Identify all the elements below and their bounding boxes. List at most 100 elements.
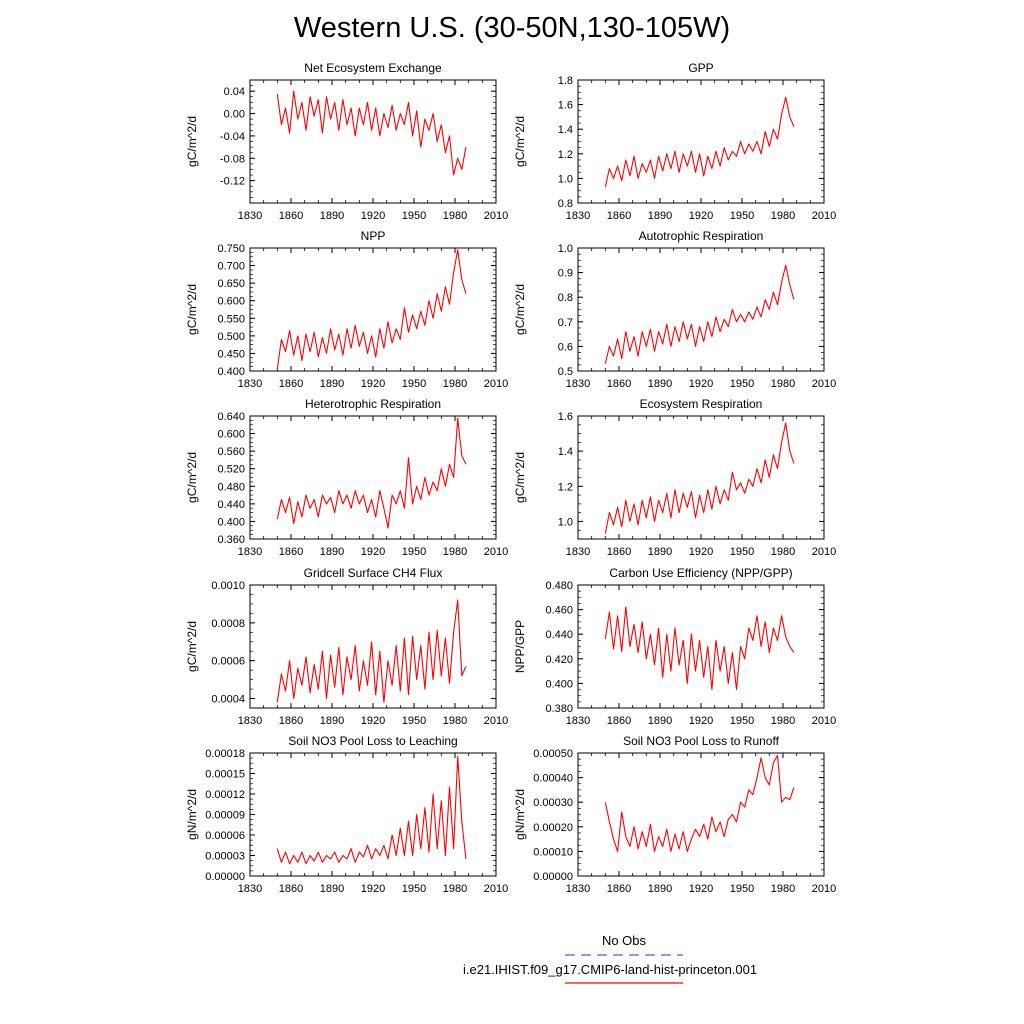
chart-title: Autotrophic Respiration bbox=[639, 229, 764, 243]
y-tick-label: 0.400 bbox=[217, 366, 245, 378]
x-tick-label: 1980 bbox=[771, 210, 795, 222]
y-tick-label: 0.420 bbox=[545, 654, 573, 666]
x-tick-label: 1950 bbox=[730, 883, 754, 895]
chart-panel-1: Net Ecosystem Exchange gC/m^2/d 1830 1860 18… bbox=[185, 61, 508, 222]
y-tick-label: 0.5 bbox=[558, 366, 573, 378]
x-tick-label: 1980 bbox=[443, 883, 467, 895]
chart-panel-4: Autotrophic Respiration gC/m^2/d 1830 1860 1… bbox=[513, 229, 836, 390]
x-tick-label: 1950 bbox=[402, 378, 426, 390]
x-tick-label: 1860 bbox=[279, 715, 303, 727]
y-tick-label: 0.520 bbox=[217, 464, 245, 476]
x-tick-label: 1890 bbox=[320, 210, 344, 222]
y-axis-label: gC/m^2/d bbox=[185, 284, 199, 335]
y-tick-label: 1.0 bbox=[558, 173, 573, 185]
x-tick-label: 2010 bbox=[484, 883, 508, 895]
x-tick-label: 1890 bbox=[320, 546, 344, 558]
x-tick-label: 2010 bbox=[484, 210, 508, 222]
x-tick-label: 2010 bbox=[484, 546, 508, 558]
x-tick-label: 1980 bbox=[443, 210, 467, 222]
y-tick-label: 0.00010 bbox=[533, 846, 573, 858]
x-tick-label: 2010 bbox=[812, 546, 836, 558]
chart-panel-3: NPP gC/m^2/d 1830 1860 1890 1920 1950 1980 2010 0… bbox=[185, 229, 508, 390]
x-tick-label: 1890 bbox=[320, 715, 344, 727]
series-line bbox=[604, 606, 795, 691]
series-line bbox=[604, 264, 795, 364]
x-tick-label: 1860 bbox=[607, 210, 631, 222]
plot-frame bbox=[577, 584, 825, 709]
series-line bbox=[604, 96, 795, 188]
y-axis-label: gC/m^2/d bbox=[185, 621, 199, 672]
x-tick-label: 1860 bbox=[607, 378, 631, 390]
chart-panel-9: Soil NO3 Pool Loss to Leaching gN/m^2/d 18… bbox=[185, 734, 508, 895]
x-tick-label: 1920 bbox=[361, 883, 385, 895]
x-tick-label: 1830 bbox=[238, 715, 262, 727]
y-tick-label: 0.360 bbox=[217, 534, 245, 546]
y-tick-label: 1.2 bbox=[558, 149, 573, 161]
chart-panel-7: Gridcell Surface CH4 Flux gC/m^2/d 1830 186… bbox=[185, 566, 508, 727]
x-tick-label: 1950 bbox=[730, 378, 754, 390]
x-tick-label: 2010 bbox=[812, 378, 836, 390]
x-tick-label: 1860 bbox=[279, 546, 303, 558]
chart-title: Ecosystem Respiration bbox=[640, 397, 763, 411]
x-tick-label: 1920 bbox=[689, 546, 713, 558]
series-line bbox=[276, 599, 467, 703]
y-tick-label: 0.9 bbox=[558, 268, 573, 280]
chart-title: GPP bbox=[688, 61, 713, 75]
y-tick-label: 0.600 bbox=[217, 429, 245, 441]
x-tick-label: 1830 bbox=[566, 210, 590, 222]
y-axis-label: gC/m^2/d bbox=[513, 116, 527, 167]
y-tick-label: 0.440 bbox=[545, 629, 573, 641]
y-tick-label: 0.0006 bbox=[211, 656, 245, 668]
x-tick-label: 1950 bbox=[730, 546, 754, 558]
x-tick-label: 1860 bbox=[607, 883, 631, 895]
chart-title: NPP bbox=[361, 229, 386, 243]
y-tick-label: 0.00030 bbox=[533, 797, 573, 809]
chart-title: Carbon Use Efficiency (NPP/GPP) bbox=[609, 566, 792, 580]
x-tick-label: 1890 bbox=[648, 378, 672, 390]
x-tick-label: 1890 bbox=[320, 883, 344, 895]
y-tick-label: 0.00015 bbox=[205, 769, 245, 781]
y-tick-label: 0.750 bbox=[217, 243, 245, 255]
chart-panel-2: GPP gC/m^2/d 1830 1860 1890 1920 1950 1980 2010 0… bbox=[513, 61, 836, 222]
y-tick-label: 0.0004 bbox=[211, 694, 245, 706]
x-tick-label: 1830 bbox=[566, 378, 590, 390]
x-tick-label: 1950 bbox=[402, 210, 426, 222]
plot-frame bbox=[249, 247, 497, 372]
x-tick-label: 1890 bbox=[648, 210, 672, 222]
y-tick-label: 0.04 bbox=[224, 86, 245, 98]
y-tick-label: 0.00009 bbox=[205, 810, 245, 822]
y-tick-label: 0.500 bbox=[217, 331, 245, 343]
x-tick-label: 1920 bbox=[689, 715, 713, 727]
x-tick-label: 1830 bbox=[566, 715, 590, 727]
x-tick-label: 1980 bbox=[443, 715, 467, 727]
x-tick-label: 2010 bbox=[812, 715, 836, 727]
plot-frame bbox=[249, 79, 497, 204]
y-tick-label: 0.650 bbox=[217, 278, 245, 290]
x-tick-label: 1980 bbox=[771, 378, 795, 390]
x-tick-label: 1860 bbox=[607, 715, 631, 727]
y-tick-label: 0.00012 bbox=[205, 789, 245, 801]
y-tick-label: -0.04 bbox=[220, 131, 245, 143]
y-tick-label: 0.560 bbox=[217, 446, 245, 458]
y-tick-label: 1.2 bbox=[558, 481, 573, 493]
y-tick-label: 1.6 bbox=[558, 100, 573, 112]
y-tick-label: 0.440 bbox=[217, 499, 245, 511]
y-tick-label: 0.00 bbox=[224, 109, 245, 121]
series-line bbox=[604, 422, 795, 534]
x-tick-label: 1950 bbox=[402, 883, 426, 895]
series-line bbox=[276, 249, 467, 370]
y-tick-label: 1.4 bbox=[558, 124, 573, 136]
chart-panel-6: Ecosystem Respiration gC/m^2/d 1830 1860 189… bbox=[513, 397, 836, 558]
y-axis-label: gC/m^2/d bbox=[513, 284, 527, 335]
series-line bbox=[276, 417, 467, 529]
x-tick-label: 1920 bbox=[361, 378, 385, 390]
series-line bbox=[604, 754, 795, 852]
x-tick-label: 1920 bbox=[689, 378, 713, 390]
x-tick-label: 1950 bbox=[730, 715, 754, 727]
x-tick-label: 1860 bbox=[607, 546, 631, 558]
y-tick-label: -0.12 bbox=[220, 176, 245, 188]
y-tick-label: 0.400 bbox=[217, 516, 245, 528]
y-tick-label: 0.00018 bbox=[205, 748, 245, 760]
y-tick-label: 0.00040 bbox=[533, 773, 573, 785]
x-tick-label: 1920 bbox=[361, 715, 385, 727]
